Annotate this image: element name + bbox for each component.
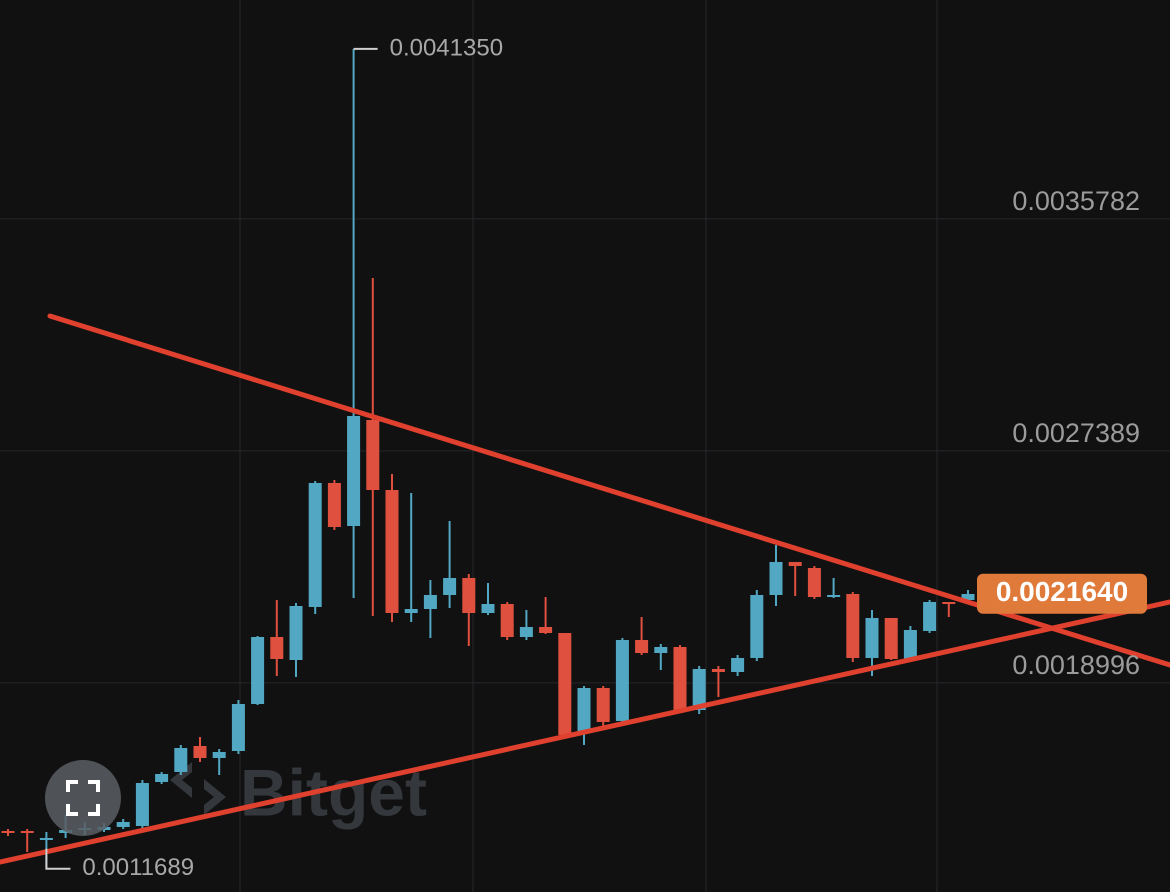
annotation-label: 0.0011689 [82, 854, 194, 881]
candle-body [193, 745, 207, 758]
candle-body [596, 688, 610, 723]
button-icon [66, 780, 100, 816]
screenshot-button[interactable] [45, 760, 121, 836]
candle-body [270, 637, 284, 660]
candle-body [481, 604, 495, 614]
candle-body [807, 568, 821, 598]
candle-body [558, 632, 572, 735]
last-price-tag [977, 573, 1147, 614]
candle-body [750, 594, 764, 658]
candle-body [404, 609, 418, 614]
candle-body [615, 639, 629, 722]
candle-body [308, 482, 322, 607]
candle-body [443, 577, 457, 595]
candle-body [1, 830, 15, 833]
candle-body [155, 773, 169, 782]
candle-body [903, 630, 917, 660]
grid [0, 218, 1170, 684]
candle-body [500, 604, 514, 638]
watermark: Bitget [170, 755, 427, 829]
candle-body [519, 626, 533, 638]
candle-body [827, 594, 841, 598]
annotation-label: 0.0041350 [390, 34, 503, 61]
candle-body [539, 626, 553, 633]
candle-body [251, 637, 265, 705]
candle-body [577, 688, 591, 734]
y-tick-label: 0.0018996 [1012, 650, 1140, 680]
candle-body [769, 561, 783, 595]
candle-body [423, 594, 437, 610]
watermark-text: Bitget [240, 755, 427, 829]
candle-body [711, 668, 725, 672]
candle-body [289, 605, 303, 661]
candle-body [462, 577, 476, 614]
candle-body [692, 668, 706, 711]
candle-body [846, 593, 860, 658]
candle-body [20, 830, 34, 833]
labels: 0.0018996 0.0027389 0.0035782 0.0041350 0.00… [45, 34, 1147, 881]
candle-body [673, 647, 687, 711]
y-tick-label: 0.0027389 [1012, 418, 1140, 448]
candle-body [347, 416, 361, 526]
candle-body [366, 419, 380, 491]
candle-body [788, 561, 802, 566]
candle-body [39, 837, 53, 841]
y-tick-label: 0.0035782 [1012, 186, 1140, 216]
trendline-lower [0, 599, 1170, 865]
watermark-logo [170, 762, 226, 815]
candle-body [865, 617, 879, 658]
candle-body [174, 747, 188, 773]
last-price-label: 0.0021640 [996, 576, 1128, 607]
button-bg[interactable] [45, 760, 121, 836]
candle-body [923, 602, 937, 632]
candles [1, 48, 994, 869]
candle-body [231, 704, 245, 751]
candle-body [884, 617, 898, 660]
candle-body [942, 602, 956, 605]
candle-body [635, 639, 649, 654]
candle-body [135, 783, 149, 826]
candle-body [654, 647, 668, 654]
candle-body [385, 490, 399, 614]
annotation-leader [45, 848, 71, 870]
candle-body [961, 593, 975, 600]
candle-body [212, 751, 226, 758]
candle-body [731, 657, 745, 672]
candle-body [116, 821, 130, 827]
candle-body [327, 482, 341, 527]
